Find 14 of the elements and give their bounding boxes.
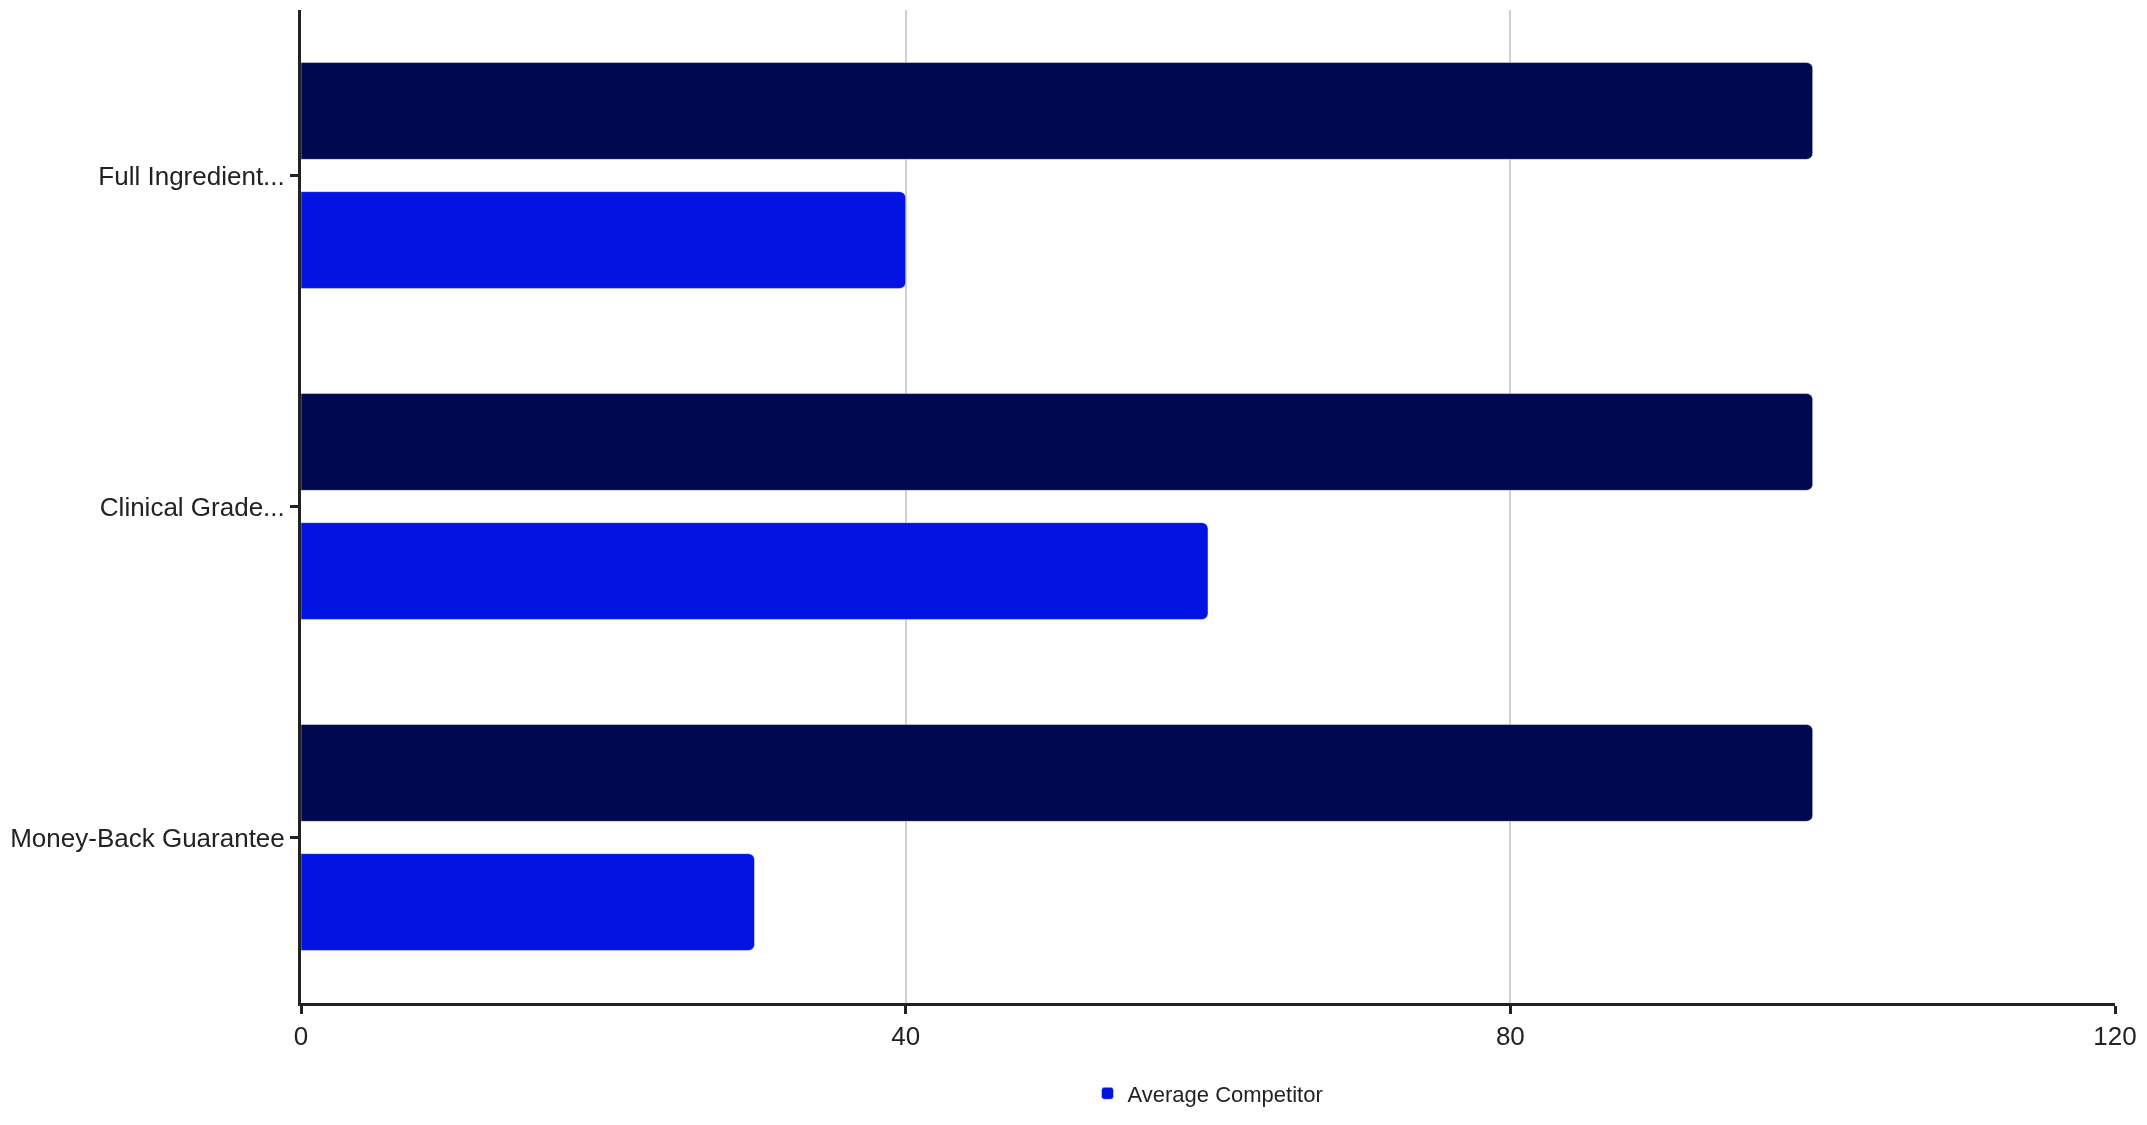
x-tick-label: 0 [293, 1021, 309, 1052]
x-tick-label: 80 [1495, 1021, 1525, 1052]
y-tick-label: Clinical Grade... [99, 491, 285, 522]
x-tick-label: 120 [2093, 1021, 2137, 1052]
bar [301, 522, 1209, 620]
bar [301, 191, 906, 289]
bar [301, 393, 1813, 491]
y-tick-label: Money-Back Guarantee [10, 822, 285, 853]
bar [301, 853, 755, 951]
y-tick-label: Full Ingredient... [98, 160, 285, 191]
bar [301, 62, 1813, 160]
legend-label: Average Competitor [1127, 1081, 1323, 1107]
x-tick-label: 40 [891, 1021, 921, 1052]
bar [301, 724, 1813, 822]
